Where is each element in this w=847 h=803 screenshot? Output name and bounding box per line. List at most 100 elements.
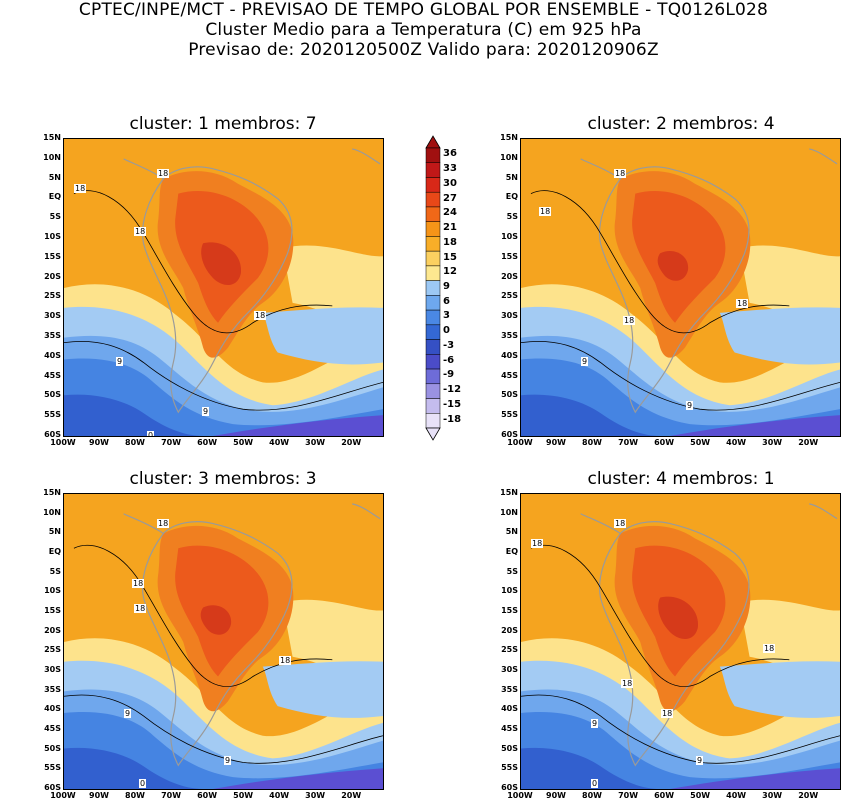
ocean-lightblue-east [719, 307, 840, 365]
contour-line-18 [73, 544, 333, 688]
contour-line-9 [521, 340, 840, 411]
latitude-tick-label: 15N [43, 488, 61, 497]
colorbar-swatch [425, 383, 441, 399]
latitude-tick-label: 60S [501, 430, 518, 439]
latitude-tick-label: 50S [501, 390, 518, 400]
latitude-tick-label: 10N [500, 507, 518, 517]
contour-value-label: 18 [157, 519, 170, 528]
contour-value-label: 18 [531, 539, 544, 548]
colorbar-value-label: 9 [443, 281, 450, 292]
map-canvas [64, 139, 383, 436]
longitude-tick-label: 60W [654, 791, 675, 800]
latitude-tick-label: 60S [44, 430, 61, 439]
latitude-tick-label: 25S [44, 291, 61, 301]
latitude-tick-label: 15S [44, 251, 61, 261]
colorbar-value-label: 18 [443, 236, 457, 248]
latitude-tick-label: 10N [43, 152, 61, 162]
colorbar-canvas [425, 135, 441, 441]
contour-value-label: 9 [124, 709, 132, 718]
colorbar-swatch [425, 206, 441, 222]
latitude-tick-label: 10S [44, 586, 61, 596]
colorbar-swatch [425, 295, 441, 311]
longitude-tick-label: 80W [582, 791, 603, 800]
latitude-tick-label: 45S [501, 724, 518, 733]
contour-value-label: 9 [581, 357, 589, 366]
land-hottest-region [657, 250, 689, 281]
latitude-tick-label: 10S [501, 232, 518, 241]
panel-title: cluster: 2 membros: 4 [587, 114, 775, 134]
contour-value-label: 18 [614, 519, 627, 528]
land-hottest-region [200, 605, 232, 635]
contour-value-label: 0 [147, 431, 155, 436]
longitude-tick-label: 40W [269, 438, 290, 447]
longitude-tick-label: 50W [233, 791, 254, 800]
latitude-tick-label: 5S [49, 566, 61, 576]
contour-line-18 [530, 544, 790, 688]
contour-line-18 [530, 190, 790, 334]
contour-value-label: 18 [132, 579, 145, 588]
colorbar-value-label: -9 [443, 369, 455, 381]
longitude-tick-label: 30W [762, 438, 783, 447]
contour-value-label: 18 [279, 656, 292, 665]
latitude-tick-label: 25S [501, 645, 518, 655]
contour-value-label: 18 [763, 644, 776, 653]
temperature-map-panel: 18 18 18 18 9 9 0 [63, 138, 384, 437]
caribbean-islands-outline [809, 503, 838, 520]
colorbar-swatch [425, 265, 441, 281]
colorbar-swatch [425, 324, 441, 340]
latitude-tick-label: 15S [501, 251, 518, 261]
temperature-map-panel: 18 18 18 18 9 9 0 [63, 493, 384, 790]
contour-value-label: 18 [539, 207, 552, 216]
colorbar-swatch [425, 280, 441, 296]
longitude-tick-label: 20W [798, 438, 819, 447]
map-canvas [64, 494, 383, 789]
colorbar-value-label: 36 [443, 148, 457, 160]
latitude-tick-label: 25S [501, 291, 518, 301]
latitude-tick-label: 30S [44, 311, 61, 321]
latitude-tick-label: 5N [505, 527, 518, 537]
ocean-deepblue-region [521, 747, 661, 789]
latitude-tick-label: 50S [44, 743, 61, 753]
contour-value-label: 18 [134, 227, 147, 236]
colorbar-swatch [425, 413, 441, 429]
latitude-tick-label: 20S [501, 625, 518, 635]
latitude-tick-label: 30S [44, 665, 61, 674]
latitude-tick-label: 55S [501, 763, 518, 773]
latitude-tick-label: 5N [505, 172, 518, 182]
latitude-tick-label: 25S [44, 645, 61, 655]
longitude-tick-label: 20W [798, 791, 819, 800]
latitude-tick-label: 10S [44, 232, 61, 241]
longitude-tick-label: 60W [197, 438, 218, 447]
latitude-tick-label: 30S [501, 665, 518, 674]
latitude-tick-label: 5N [48, 527, 61, 537]
coastline-outline [599, 166, 750, 414]
contour-value-label: 18 [621, 679, 634, 688]
map-canvas [521, 494, 840, 789]
latitude-tick-label: 15S [44, 606, 61, 615]
header-line-1: CPTEC/INPE/MCT - PREVISAO DE TEMPO GLOBA… [78, 0, 769, 20]
latitude-tick-label: 50S [501, 743, 518, 753]
contour-value-label: 18 [736, 299, 749, 308]
latitude-tick-label: 15N [43, 133, 61, 142]
longitude-tick-label: 100W [50, 791, 76, 800]
colorbar-value-label: 12 [443, 266, 457, 278]
longitude-tick-label: 100W [50, 438, 76, 447]
contour-value-label: 18 [74, 184, 87, 193]
ocean-yellow-east [739, 245, 840, 324]
colorbar-swatch [425, 339, 441, 355]
latitude-tick-label: 40S [44, 704, 61, 714]
latitude-tick-label: 10N [43, 507, 61, 517]
colorbar-value-label: 27 [443, 192, 457, 204]
colorbar-value-label: 3 [443, 310, 450, 322]
colorbar-value-label: -12 [443, 384, 462, 396]
contour-value-label: 0 [139, 779, 147, 788]
colorbar-bottom-arrow [425, 427, 441, 441]
longitude-tick-label: 30W [305, 438, 326, 447]
colorbar-swatch [425, 354, 441, 370]
latitude-tick-label: 55S [501, 410, 518, 420]
central-america-outline [580, 513, 621, 534]
latitude-tick-label: 10S [501, 586, 518, 596]
latitude-tick-label: 5S [506, 212, 518, 222]
colorbar-value-label: 6 [443, 295, 450, 307]
longitude-tick-label: 80W [125, 438, 146, 447]
